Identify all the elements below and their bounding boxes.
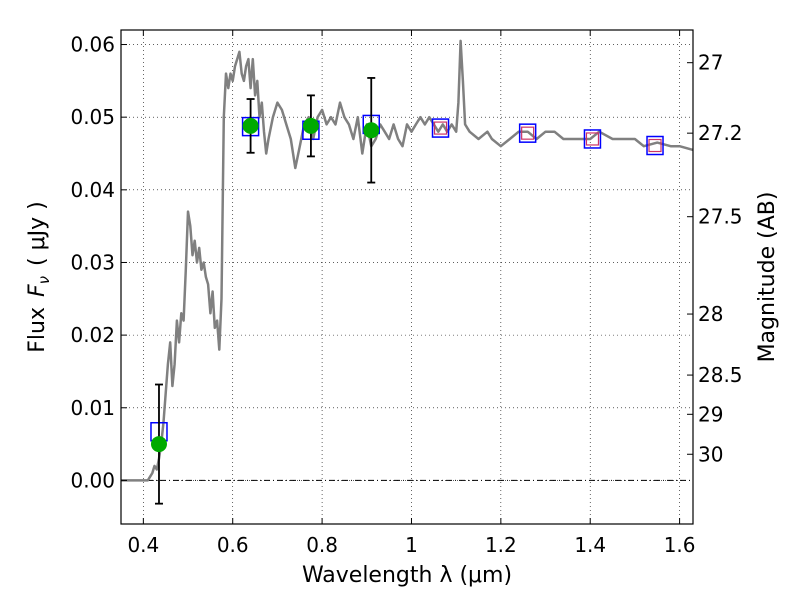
y-tick-label: 0.01: [70, 396, 115, 420]
plot-series: [121, 39, 694, 505]
grid-lines: [121, 30, 693, 524]
x-tick-label: 1.6: [664, 533, 696, 557]
magnitude-tick-label: 28: [698, 302, 723, 326]
magnitude-tick-label: 27.2: [698, 121, 743, 145]
observed-flux-point: [242, 117, 259, 134]
y-tick-label: 0.02: [70, 323, 115, 347]
x-tick-label: 0.6: [217, 533, 249, 557]
plot-frame: [120, 29, 694, 525]
model-photometry-square: [583, 129, 602, 149]
y-axis-label: Flux Fν ( μJy ): [25, 201, 53, 352]
observed-limit-square: [433, 121, 448, 135]
observed-flux-point: [302, 117, 319, 134]
y-tick-label: 0.00: [70, 468, 115, 492]
x-tick-label: 1.4: [574, 533, 606, 557]
axis-ticks: 0.4 0.6 0.8 1 1.2 1.4 1.6 0.00 0.01 0.02 0.03 0.04 0…: [70, 30, 743, 557]
magnitude-tick-label: 27.5: [698, 205, 743, 229]
right-axis-label: Magnitude (AB): [755, 192, 780, 363]
x-tick-label: 0.8: [306, 533, 338, 557]
magnitude-tick-label: 28.5: [698, 363, 743, 387]
y-tick-label: 0.05: [70, 105, 115, 129]
model-photometry-square: [646, 135, 664, 156]
model-photometry-square: [431, 118, 450, 138]
y-tick-label: 0.04: [70, 178, 115, 202]
y-axis-label-symbol: F: [25, 284, 50, 297]
magnitude-tick-label: 29: [698, 402, 723, 426]
model-photometry-square: [518, 123, 537, 143]
magnitude-tick-label: 27: [698, 51, 723, 75]
y-tick-label: 0.06: [70, 33, 115, 57]
x-axis-label: Wavelength λ (μm): [302, 563, 512, 588]
x-tick-label: 1.2: [485, 533, 517, 557]
observed-flux-point: [150, 436, 167, 453]
observed-limit-square: [521, 126, 535, 140]
x-tick-label: 1: [405, 533, 418, 557]
y-axis-label-text: Flux: [25, 307, 50, 353]
magnitude-tick-label: 30: [698, 442, 723, 466]
y-tick-label: 0.03: [70, 250, 115, 274]
observed-flux-point: [363, 122, 380, 139]
observed-limit-square: [648, 138, 662, 153]
y-axis-label-unit: ( μJy ): [25, 201, 50, 266]
observed-limit-square: [585, 132, 600, 146]
x-tick-label: 0.4: [127, 533, 159, 557]
y-axis-label-subscript: ν: [35, 276, 53, 284]
model-spectrum-line: [121, 39, 694, 482]
